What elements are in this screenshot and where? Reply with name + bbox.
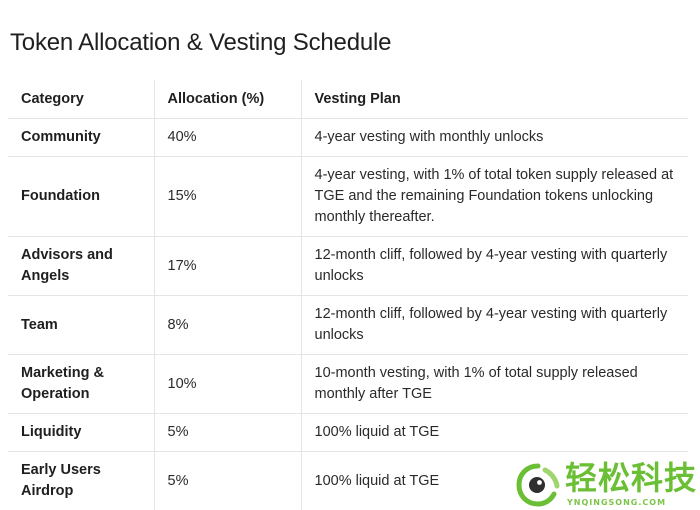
- watermark-subtext: YNQINGSONG.COM: [567, 498, 667, 507]
- vesting-plan-cell: 12-month cliff, followed by 4-year vesti…: [301, 295, 688, 355]
- column-header-vesting-plan: Vesting Plan: [301, 80, 688, 119]
- table-row: Team 8% 12-month cliff, followed by 4-ye…: [8, 295, 688, 355]
- column-header-allocation: Allocation (%): [154, 80, 302, 119]
- vesting-plan-cell: 10-month vesting, with 1% of total suppl…: [301, 354, 688, 414]
- table-row: Foundation 15% 4-year vesting, with 1% o…: [8, 156, 688, 237]
- allocation-cell: 5%: [154, 451, 302, 510]
- category-cell: Early Users Airdrop: [8, 451, 155, 510]
- table-row: Advisors and Angels 17% 12-month cliff, …: [8, 236, 688, 296]
- allocation-cell: 8%: [154, 295, 302, 355]
- vesting-plan-cell: 12-month cliff, followed by 4-year vesti…: [301, 236, 688, 296]
- watermark-logo-icon: [516, 463, 560, 507]
- vesting-plan-cell: 100% liquid at TGE: [314, 472, 440, 489]
- column-header-category: Category: [8, 80, 155, 119]
- table-row: Early Users Airdrop 5% 100% liquid at TG…: [8, 451, 688, 510]
- category-cell: Community: [8, 118, 155, 157]
- vesting-table: Category Allocation (%) Vesting Plan Com…: [8, 80, 688, 510]
- category-cell: Marketing & Operation: [8, 354, 155, 414]
- category-cell: Team: [8, 295, 155, 355]
- category-cell: Foundation: [8, 156, 155, 237]
- category-cell: Liquidity: [8, 413, 155, 452]
- allocation-cell: 10%: [154, 354, 302, 414]
- watermark-text: 轻松科技: [565, 459, 698, 497]
- category-cell: Advisors and Angels: [8, 236, 155, 296]
- table-row: Community 40% 4-year vesting with monthl…: [8, 118, 688, 157]
- table-row: Marketing & Operation 10% 10-month vesti…: [8, 354, 688, 414]
- allocation-cell: 5%: [154, 413, 302, 452]
- page-title: Token Allocation & Vesting Schedule: [10, 29, 392, 56]
- allocation-cell: 17%: [154, 236, 302, 296]
- table-row: Liquidity 5% 100% liquid at TGE: [8, 413, 688, 452]
- watermark: 轻松科技 YNQINGSONG.COM: [515, 460, 700, 508]
- table-header-row: Category Allocation (%) Vesting Plan: [8, 80, 688, 119]
- allocation-cell: 15%: [154, 156, 302, 237]
- vesting-plan-cell: 4-year vesting, with 1% of total token s…: [301, 156, 688, 237]
- vesting-plan-cell: 4-year vesting with monthly unlocks: [301, 118, 688, 157]
- allocation-cell: 40%: [154, 118, 302, 157]
- vesting-plan-cell: 100% liquid at TGE: [301, 413, 688, 452]
